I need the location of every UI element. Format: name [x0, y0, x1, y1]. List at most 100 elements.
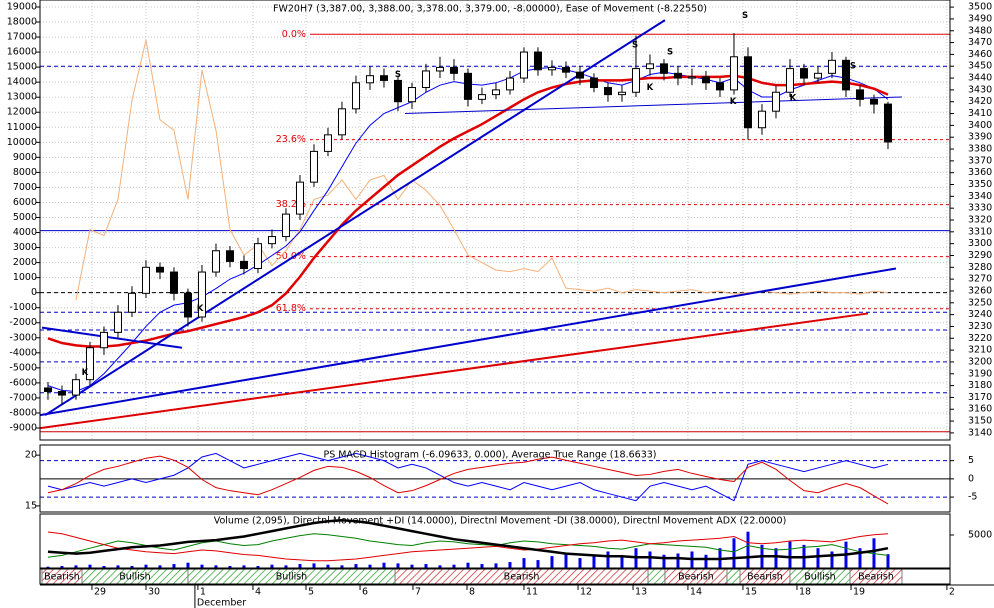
y-tick-label: 3480: [968, 25, 992, 36]
y2-tick-label: 1000: [13, 272, 37, 283]
candle-body: [799, 68, 808, 79]
candle-body: [519, 51, 528, 79]
y-tick-label: 3490: [968, 13, 992, 24]
y2-tick-label: -3000: [9, 332, 37, 343]
signal-label: S: [395, 70, 401, 80]
y-tick-label: 3360: [968, 167, 992, 178]
y-tick-label: 3180: [968, 380, 992, 391]
y2-tick-label: 6000: [13, 197, 37, 208]
volume-bar: [326, 564, 330, 568]
candle-body: [323, 134, 332, 152]
signal-label: S: [185, 291, 191, 301]
macd-title: PS MACD Histogram (-6.09633, 0.000), Ave…: [323, 450, 656, 461]
y-tick-label: 3170: [968, 392, 992, 403]
trendline: [44, 19, 666, 417]
y2-tick-label: 19000: [7, 1, 37, 12]
signal-label: K: [790, 94, 797, 104]
volume-bar: [60, 566, 64, 568]
y-tick-label: 3460: [968, 49, 992, 60]
x-tick-label: 5: [308, 587, 314, 598]
volume-bar: [242, 565, 246, 568]
candle-body: [855, 89, 864, 100]
signal-label: S: [742, 11, 748, 21]
y2-tick-label: 14000: [7, 77, 37, 88]
candle-body: [393, 79, 402, 103]
candle-body: [645, 63, 654, 70]
volume-bar: [732, 538, 736, 568]
trendline: [41, 326, 183, 349]
candle-body: [281, 213, 290, 238]
regime-label: Bearish: [678, 572, 714, 583]
y2-tick-label: -6000: [9, 377, 37, 388]
y-tick-label: 3370: [968, 155, 992, 166]
price-frame: [39, 0, 951, 441]
candle-body: [127, 292, 136, 313]
candle-body: [631, 68, 640, 93]
candle-body: [253, 243, 262, 269]
x-tick-label: 6: [362, 587, 368, 598]
volume-bar: [592, 554, 596, 568]
candle-body: [337, 108, 346, 136]
macd-frame: [39, 444, 951, 513]
volume-bar: [382, 562, 386, 568]
x-tick-label: 14: [690, 587, 702, 598]
chart-title: FW20H7 (3,387.00, 3,388.00, 3,378.00, 3,…: [273, 4, 707, 15]
trendline: [40, 267, 897, 417]
candle-body: [673, 72, 682, 79]
candle-body: [589, 77, 598, 89]
volume-bar: [466, 562, 470, 568]
candle-body: [295, 181, 304, 215]
y-tick-label: 3340: [968, 191, 992, 202]
x-tick-label: 11: [526, 587, 538, 598]
y2-tick-label: 5000: [13, 212, 37, 223]
volume-bar: [88, 564, 92, 568]
y2-tick-label: 15: [25, 500, 37, 511]
x-tick-label: 15: [745, 587, 757, 598]
y-tick-label: 3190: [968, 368, 992, 379]
volume-bar: [200, 564, 204, 568]
y2-tick-label: 4000: [13, 227, 37, 238]
volume-bar: [74, 565, 78, 568]
candle-body: [43, 387, 52, 393]
y2-tick-label: 20: [25, 450, 37, 461]
y-tick-label: 3420: [968, 96, 992, 107]
x-tick-label: 30: [148, 587, 160, 598]
candle-body: [379, 75, 388, 81]
y2-tick-label: 13000: [7, 92, 37, 103]
volume-bar: [410, 564, 414, 568]
regime-label: Bullish: [276, 572, 307, 583]
volume-bar: [830, 551, 834, 568]
y-tick-label: -5: [968, 492, 977, 503]
volume-bar: [172, 564, 176, 568]
y2-tick-label: 10000: [7, 137, 37, 148]
candle-body: [477, 94, 486, 100]
volume-bar: [144, 564, 148, 568]
volume-bar: [480, 564, 484, 568]
volume-bar: [256, 566, 260, 568]
y-tick-label: 3410: [968, 108, 992, 119]
volume-bar: [746, 531, 750, 568]
candle-body: [267, 236, 276, 245]
candle-body: [505, 77, 514, 91]
volume-bar: [228, 566, 232, 568]
volume-bar: [130, 566, 134, 568]
signal-label: S: [850, 62, 856, 72]
y-tick-label: 3440: [968, 73, 992, 84]
volume-bar: [312, 563, 316, 568]
fib-label: 38.2%: [276, 199, 306, 210]
volume-frame: [39, 513, 951, 569]
y-tick-label: 3160: [968, 404, 992, 415]
signal-label: K: [730, 97, 737, 107]
y-tick-label: 3240: [968, 309, 992, 320]
candle-body: [785, 68, 794, 93]
x-tick-label: 1: [200, 587, 206, 598]
y2-tick-label: 12000: [7, 107, 37, 118]
candle-body: [183, 292, 192, 318]
candle-body: [435, 66, 444, 72]
y-tick-label: 3430: [968, 84, 992, 95]
y-tick-label: 3290: [968, 250, 992, 261]
candle-body: [603, 87, 612, 96]
